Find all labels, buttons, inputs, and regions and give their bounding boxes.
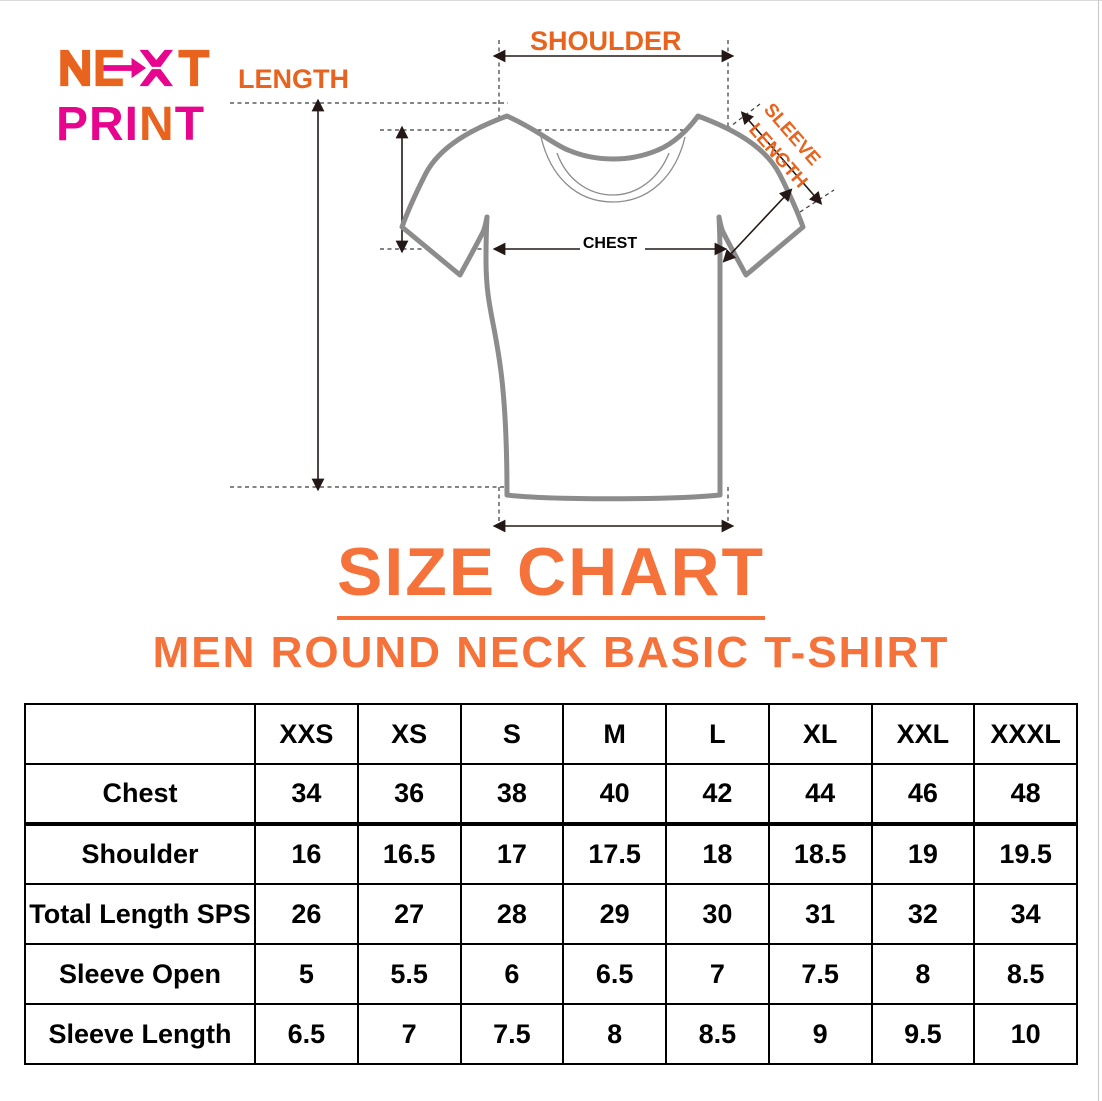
svg-text:LENGTH: LENGTH (238, 64, 349, 94)
svg-text:SHOULDER: SHOULDER (530, 30, 682, 56)
svg-text:CHEST: CHEST (583, 235, 637, 252)
